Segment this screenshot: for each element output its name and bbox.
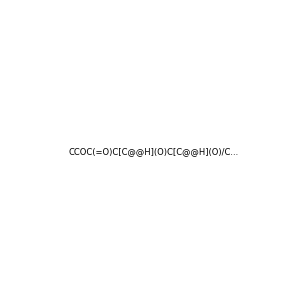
Text: CCOC(=O)C[C@@H](O)C[C@@H](O)/C...: CCOC(=O)C[C@@H](O)C[C@@H](O)/C... — [69, 147, 239, 156]
